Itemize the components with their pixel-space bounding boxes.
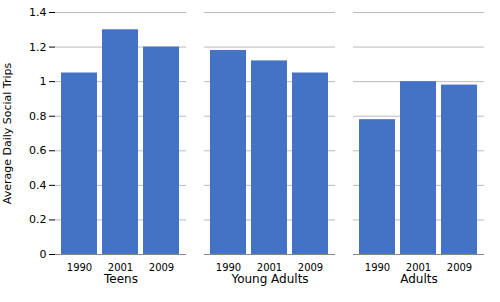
svg-text:1990: 1990 — [365, 262, 390, 273]
svg-text:2009: 2009 — [298, 262, 323, 273]
svg-text:2001: 2001 — [108, 262, 133, 273]
svg-text:1.2: 1.2 — [29, 41, 47, 54]
svg-text:0.2: 0.2 — [29, 213, 47, 226]
svg-text:0.6: 0.6 — [29, 144, 47, 157]
svg-text:0: 0 — [40, 248, 47, 261]
svg-text:1990: 1990 — [216, 262, 241, 273]
svg-text:0.8: 0.8 — [29, 110, 47, 123]
svg-text:2001: 2001 — [257, 262, 282, 273]
svg-text:1990: 1990 — [67, 262, 92, 273]
svg-text:2001: 2001 — [406, 262, 431, 273]
svg-text:Adults: Adults — [400, 272, 438, 286]
svg-text:2009: 2009 — [149, 262, 174, 273]
svg-text:Average Daily Social Trips: Average Daily Social Trips — [1, 62, 14, 204]
svg-text:1.4: 1.4 — [29, 6, 47, 19]
svg-text:1: 1 — [40, 75, 47, 88]
svg-text:0.4: 0.4 — [29, 179, 47, 192]
svg-text:2009: 2009 — [447, 262, 472, 273]
svg-text:Young Adults: Young Adults — [230, 272, 308, 286]
svg-text:Teens: Teens — [103, 272, 138, 286]
